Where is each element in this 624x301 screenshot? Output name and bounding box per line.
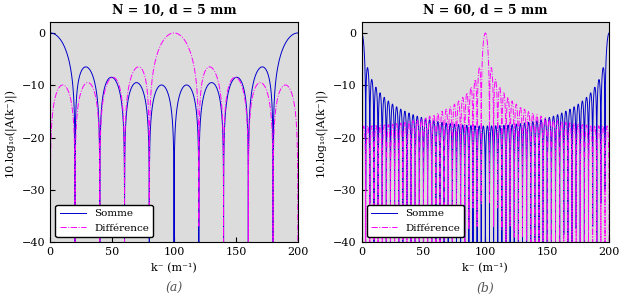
Différence [358,240,365,244]
Somme [590,111,597,115]
Somme [163,90,171,94]
Somme [294,31,301,35]
Line: Différence: Différence [51,33,298,242]
Différence [47,240,54,244]
Différence [605,240,613,244]
Y-axis label: 10.log₁₀(|A(k⁻)|): 10.log₁₀(|A(k⁻)|) [4,88,16,177]
Différence [278,85,286,89]
Legend: Somme, Différence: Somme, Différence [56,205,153,237]
Somme [71,240,79,244]
Différence [108,76,115,79]
Somme [358,31,365,35]
Text: (a): (a) [165,282,183,295]
Différence [170,31,178,35]
Différence [590,147,597,151]
X-axis label: k⁻ (m⁻¹): k⁻ (m⁻¹) [462,262,508,273]
Différence [517,105,524,109]
Différence [507,104,515,107]
Différence [419,160,427,163]
Somme [475,126,482,129]
Somme [224,94,232,98]
Somme [205,82,213,85]
Somme [605,31,613,35]
X-axis label: k⁻ (m⁻¹): k⁻ (m⁻¹) [151,262,197,273]
Somme [419,161,427,165]
Somme [197,125,204,129]
Différence [163,34,171,38]
Text: (b): (b) [477,282,494,295]
Somme [507,128,515,132]
Différence [482,31,489,35]
Somme [108,76,115,79]
Différence [224,89,232,93]
Line: Somme: Somme [361,33,609,242]
Somme [535,169,543,172]
Title: N = 10, d = 5 mm: N = 10, d = 5 mm [112,4,236,17]
Somme [47,31,54,35]
Y-axis label: 10.log₁₀(|A(k⁻)|): 10.log₁₀(|A(k⁻)|) [316,88,328,177]
Line: Différence: Différence [361,33,609,242]
Somme [370,240,378,244]
Somme [517,122,524,126]
Différence [475,70,482,73]
Différence [535,164,543,167]
Somme [278,50,286,53]
Différence [294,240,301,244]
Différence [197,101,204,104]
Line: Somme: Somme [51,33,298,242]
Différence [205,65,213,69]
Title: N = 60, d = 5 mm: N = 60, d = 5 mm [423,4,548,17]
Legend: Somme, Différence: Somme, Différence [367,205,464,237]
